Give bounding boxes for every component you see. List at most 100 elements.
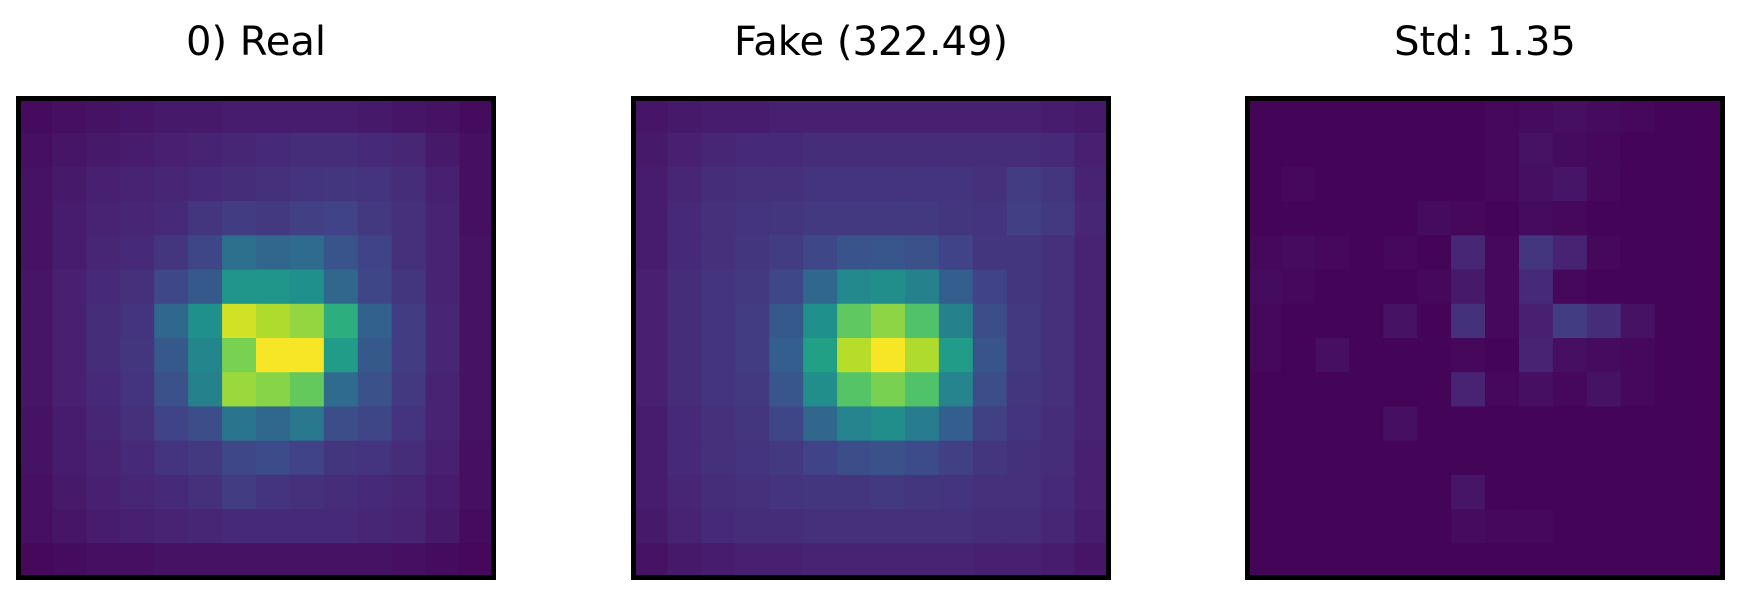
heatmap-cell bbox=[938, 201, 974, 236]
heatmap-cell bbox=[1688, 474, 1724, 510]
heatmap-cell bbox=[1552, 543, 1588, 579]
heatmap-cell bbox=[391, 235, 427, 271]
heatmap-cell bbox=[154, 132, 189, 168]
heatmap-cell bbox=[323, 372, 359, 408]
heatmap-cell bbox=[633, 303, 669, 339]
heatmap-cell bbox=[120, 474, 155, 510]
heatmap-cell bbox=[256, 372, 291, 408]
heatmap-cell bbox=[1006, 406, 1042, 442]
heatmap-cell bbox=[18, 406, 54, 442]
heatmap-cell bbox=[667, 372, 702, 408]
heatmap-cell bbox=[289, 166, 325, 202]
heatmap-cell bbox=[1383, 166, 1418, 202]
heatmap-cell bbox=[633, 440, 669, 476]
heatmap-cell bbox=[633, 132, 669, 168]
heatmap-cell bbox=[1349, 543, 1384, 579]
heatmap-cell bbox=[52, 440, 87, 476]
heatmap-cell bbox=[1620, 235, 1656, 271]
heatmap-cell bbox=[323, 132, 359, 168]
heatmap-cell bbox=[701, 269, 736, 305]
heatmap-cell bbox=[18, 509, 54, 544]
heatmap-cell bbox=[1383, 235, 1418, 271]
heatmap-cell bbox=[633, 235, 669, 271]
heatmap-cell bbox=[1349, 98, 1384, 134]
heatmap-cell bbox=[1518, 201, 1554, 236]
heatmap-cell bbox=[667, 338, 702, 373]
heatmap-cell bbox=[1518, 269, 1554, 305]
heatmap-cell bbox=[1349, 201, 1384, 236]
heatmap-cell bbox=[391, 269, 427, 305]
heatmap-cell bbox=[289, 235, 325, 271]
heatmap-cell bbox=[735, 338, 770, 373]
heatmap-cell bbox=[701, 406, 736, 442]
heatmap-cell bbox=[459, 440, 495, 476]
heatmap-cell bbox=[222, 132, 257, 168]
heatmap-cell bbox=[972, 338, 1008, 373]
heatmap-cell bbox=[1417, 440, 1452, 476]
heatmap-cell bbox=[1315, 269, 1350, 305]
heatmap-cell bbox=[1485, 166, 1520, 202]
heatmap-cell bbox=[1247, 543, 1283, 579]
heatmap-cell bbox=[972, 543, 1008, 579]
heatmap-cell bbox=[667, 509, 702, 544]
heatmap-cell bbox=[1040, 406, 1076, 442]
heatmap-cell bbox=[837, 509, 872, 544]
heatmap-cell bbox=[938, 440, 974, 476]
heatmap-cell bbox=[1315, 132, 1350, 168]
heatmap-cell bbox=[701, 132, 736, 168]
heatmap-cell bbox=[1586, 98, 1622, 134]
heatmap-cell bbox=[1315, 338, 1350, 373]
heatmap-cell bbox=[222, 98, 257, 134]
heatmap-cell bbox=[1281, 474, 1316, 510]
heatmap-cell bbox=[120, 269, 155, 305]
heatmap-cell bbox=[1552, 269, 1588, 305]
heatmap-frame bbox=[16, 96, 496, 580]
heatmap-cell bbox=[735, 303, 770, 339]
heatmap-cell bbox=[803, 372, 838, 408]
heatmap-cell bbox=[1485, 543, 1520, 579]
heatmap-cell bbox=[1620, 303, 1656, 339]
heatmap-cell bbox=[120, 440, 155, 476]
heatmap-cell bbox=[1006, 474, 1042, 510]
heatmap-cell bbox=[1552, 166, 1588, 202]
heatmap-cell bbox=[1654, 474, 1690, 510]
heatmap-cell bbox=[120, 132, 155, 168]
heatmap-cell bbox=[1451, 166, 1486, 202]
heatmap-cell bbox=[1383, 201, 1418, 236]
heatmap-cell bbox=[1451, 132, 1486, 168]
heatmap-cell bbox=[459, 303, 495, 339]
heatmap-cell bbox=[256, 440, 291, 476]
heatmap-cell bbox=[323, 201, 359, 236]
heatmap-cell bbox=[1383, 440, 1418, 476]
heatmap-cell bbox=[1485, 98, 1520, 134]
heatmap-cell bbox=[667, 201, 702, 236]
heatmap-cell bbox=[904, 509, 940, 544]
heatmap-cell bbox=[1451, 372, 1486, 408]
heatmap-cell bbox=[1006, 303, 1042, 339]
heatmap-frame bbox=[1245, 96, 1725, 580]
heatmap-cell bbox=[735, 98, 770, 134]
heatmap-cell bbox=[1315, 372, 1350, 408]
heatmap-cell bbox=[1485, 303, 1520, 339]
heatmap-cell bbox=[52, 98, 87, 134]
heatmap-cell bbox=[1383, 372, 1418, 408]
heatmap-cell bbox=[52, 338, 87, 373]
heatmap-cell bbox=[1552, 509, 1588, 544]
heatmap-cell bbox=[667, 98, 702, 134]
heatmap-cell bbox=[1620, 338, 1656, 373]
heatmap-cell bbox=[972, 372, 1008, 408]
heatmap-cell bbox=[154, 440, 189, 476]
heatmap-cell bbox=[1417, 372, 1452, 408]
heatmap-cell bbox=[1315, 235, 1350, 271]
heatmap-cell bbox=[1688, 406, 1724, 442]
heatmap-cell bbox=[1315, 201, 1350, 236]
heatmap-cell bbox=[425, 509, 461, 544]
heatmap-cell bbox=[1451, 235, 1486, 271]
heatmap-cell bbox=[735, 132, 770, 168]
heatmap-cell bbox=[1074, 372, 1110, 408]
heatmap-cell bbox=[1485, 338, 1520, 373]
heatmap-cell bbox=[667, 440, 702, 476]
heatmap-cell bbox=[1451, 474, 1486, 510]
heatmap-cell bbox=[1586, 269, 1622, 305]
heatmap-cell bbox=[256, 509, 291, 544]
